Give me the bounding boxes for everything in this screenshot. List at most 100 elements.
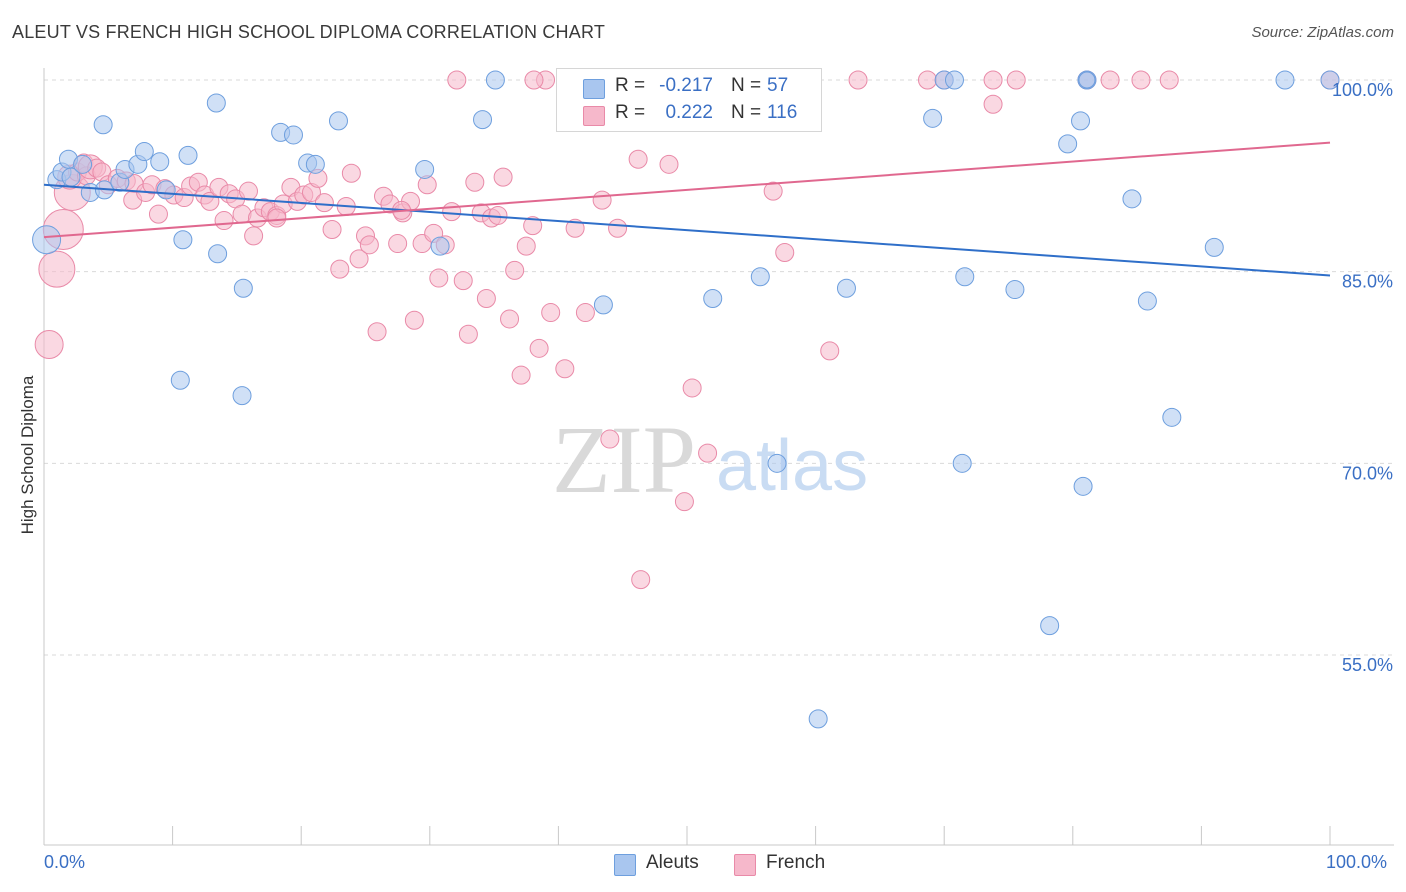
aleut-point bbox=[1071, 111, 1091, 131]
french-point bbox=[674, 492, 694, 512]
french-point bbox=[917, 70, 937, 90]
aleut-point bbox=[1122, 189, 1142, 209]
aleut-point bbox=[134, 142, 154, 162]
french-point bbox=[628, 149, 648, 169]
french-point bbox=[244, 226, 264, 246]
aleut-point bbox=[73, 154, 93, 174]
aleut-point bbox=[232, 386, 252, 406]
aleut-point bbox=[1058, 134, 1078, 154]
watermark-zip: ZIP bbox=[552, 406, 696, 513]
french-point bbox=[592, 190, 612, 210]
grid-lines bbox=[44, 79, 1394, 656]
aleuts-r-value: -0.217 bbox=[659, 75, 713, 96]
y-tick-label: 55.0% bbox=[1342, 655, 1393, 675]
french-point bbox=[388, 234, 408, 254]
aleut-point bbox=[1275, 70, 1295, 90]
french-point bbox=[359, 235, 379, 255]
aleut-point bbox=[1204, 237, 1224, 257]
french-point bbox=[322, 220, 342, 239]
aleut-point bbox=[173, 230, 193, 250]
french-point bbox=[214, 211, 234, 231]
french-point bbox=[465, 172, 485, 192]
aleut-point bbox=[952, 453, 972, 473]
french-point bbox=[447, 70, 467, 90]
aleut-point bbox=[955, 267, 975, 287]
aleut-point bbox=[808, 709, 828, 729]
french-points bbox=[34, 70, 1340, 590]
french-point bbox=[367, 322, 387, 342]
french-legend-label: French bbox=[766, 852, 826, 873]
aleut-point bbox=[170, 370, 190, 390]
french-point bbox=[1100, 70, 1120, 90]
aleut-point bbox=[836, 278, 856, 298]
aleuts-trend-line bbox=[43, 183, 1331, 277]
french-point bbox=[453, 271, 473, 291]
french-point bbox=[775, 243, 795, 262]
aleut-point bbox=[1078, 71, 1096, 89]
aleuts-legend-label: Aleuts bbox=[646, 852, 699, 873]
aleut-point bbox=[208, 244, 228, 264]
source-label: Source: ZipAtlas.com bbox=[1251, 24, 1394, 41]
french-r-label: R = bbox=[615, 102, 646, 123]
aleuts-swatch bbox=[583, 79, 605, 99]
aleut-point bbox=[593, 295, 613, 315]
french-point bbox=[698, 443, 718, 463]
french-point bbox=[442, 202, 462, 222]
french-point bbox=[267, 208, 287, 228]
aleut-point bbox=[1073, 476, 1093, 496]
french-point bbox=[238, 181, 258, 201]
aleut-point bbox=[944, 70, 964, 90]
french-point bbox=[148, 204, 168, 224]
aleut-point bbox=[767, 453, 787, 473]
french-point bbox=[523, 216, 543, 236]
french-point bbox=[429, 268, 449, 288]
stats-legend: R = -0.217 N = 57 R = 0.222 N = 116 bbox=[556, 68, 822, 132]
aleuts-n-label: N = bbox=[731, 75, 762, 96]
aleut-point bbox=[473, 110, 493, 130]
aleut-point bbox=[305, 154, 325, 174]
french-legend-swatch bbox=[734, 854, 756, 876]
french-point bbox=[565, 218, 585, 238]
french-n-label: N = bbox=[731, 102, 762, 123]
french-point bbox=[983, 94, 1003, 114]
french-point bbox=[631, 570, 651, 590]
legend-row-aleuts: R = -0.217 N = 57 bbox=[557, 75, 821, 103]
y-tick-label: 70.0% bbox=[1342, 463, 1393, 483]
french-point bbox=[555, 359, 575, 379]
french-point bbox=[505, 260, 525, 280]
legend-row-french: R = 0.222 N = 116 bbox=[557, 102, 821, 130]
french-point bbox=[341, 163, 361, 183]
aleut-point bbox=[156, 180, 176, 200]
aleut-point bbox=[1320, 70, 1340, 90]
aleut-point bbox=[1162, 407, 1182, 427]
aleut-point bbox=[233, 278, 253, 298]
french-point bbox=[600, 429, 620, 449]
french-point bbox=[1006, 70, 1026, 90]
french-point bbox=[659, 154, 679, 174]
french-point bbox=[500, 309, 520, 329]
french-point bbox=[983, 70, 1003, 90]
aleut-point bbox=[703, 289, 723, 308]
french-point bbox=[516, 236, 536, 256]
french-point bbox=[820, 341, 840, 361]
french-point bbox=[848, 70, 868, 90]
y-tick-label: 85.0% bbox=[1342, 272, 1393, 292]
french-trend-line bbox=[43, 141, 1331, 239]
french-point bbox=[1159, 70, 1179, 90]
aleut-point bbox=[328, 111, 348, 131]
aleuts-legend-swatch bbox=[614, 854, 636, 876]
x-tick-label-max: 100.0% bbox=[1326, 852, 1388, 872]
french-point bbox=[575, 303, 595, 323]
french-point bbox=[34, 330, 64, 359]
french-point bbox=[511, 365, 531, 385]
aleut-point bbox=[430, 236, 450, 256]
french-n-value: 116 bbox=[767, 102, 798, 123]
aleuts-r-label: R = bbox=[615, 75, 646, 96]
aleut-point bbox=[93, 115, 113, 135]
french-point bbox=[682, 378, 702, 398]
x-tick-label-min: 0.0% bbox=[44, 852, 86, 872]
axes bbox=[43, 68, 1394, 846]
french-point bbox=[314, 193, 334, 213]
aleuts-n-value: 57 bbox=[767, 75, 789, 96]
